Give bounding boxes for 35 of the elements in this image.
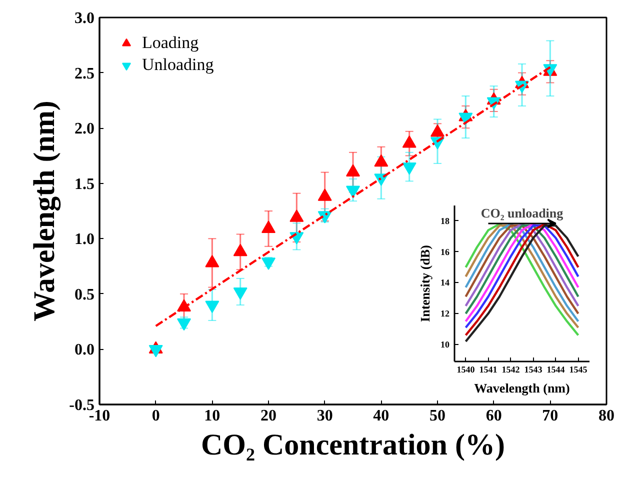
y-tick-label: 14 [440,278,450,288]
x-tick-label: 1545 [569,364,588,374]
x-axis-title: Wavelength (nm) [474,380,570,396]
legend-label: Loading [142,33,199,53]
x-tick-label: 20 [260,408,276,424]
y-tick-label: 0.5 [74,286,94,304]
y-axis-title: Intensity (dB) [418,245,432,322]
annotation: CO₂ unloading [480,206,564,220]
y-tick-label: 0.0 [74,342,94,359]
y-tick-label: 16 [440,246,450,257]
x-tick-label: 1544 [546,364,566,374]
y-tick-label: 12 [440,308,450,319]
x-tick-label: 40 [373,408,390,424]
y-tick-label: 10 [440,340,450,350]
x-axis-title: CO₂ Concentration (%) [201,428,505,462]
y-tick-label: 1.5 [74,176,94,193]
x-tick-label: 1540 [456,364,476,374]
y-tick-label: 2.5 [74,65,94,82]
x-tick-label: 30 [316,408,333,424]
x-tick-label: 50 [430,408,446,424]
y-axis-title: Wavelength (nm) [28,100,62,322]
x-tick-label: 80 [598,408,614,424]
legend-label: Unloading [142,55,214,75]
y-tick-label: -0.5 [69,397,94,414]
x-tick-label: 0 [152,408,160,424]
x-tick-label: 1541 [479,364,498,374]
x-tick-label: 60 [486,408,502,424]
x-tick-label: 1543 [524,364,543,374]
y-tick-label: 1.0 [74,231,94,248]
x-tick-label: 1542 [502,364,520,374]
y-tick-label: 3.0 [74,10,94,27]
y-tick-label: 18 [440,216,450,226]
x-tick-label: 10 [204,408,220,424]
x-tick-label: 70 [542,408,558,424]
y-tick-label: 2.0 [74,120,94,138]
